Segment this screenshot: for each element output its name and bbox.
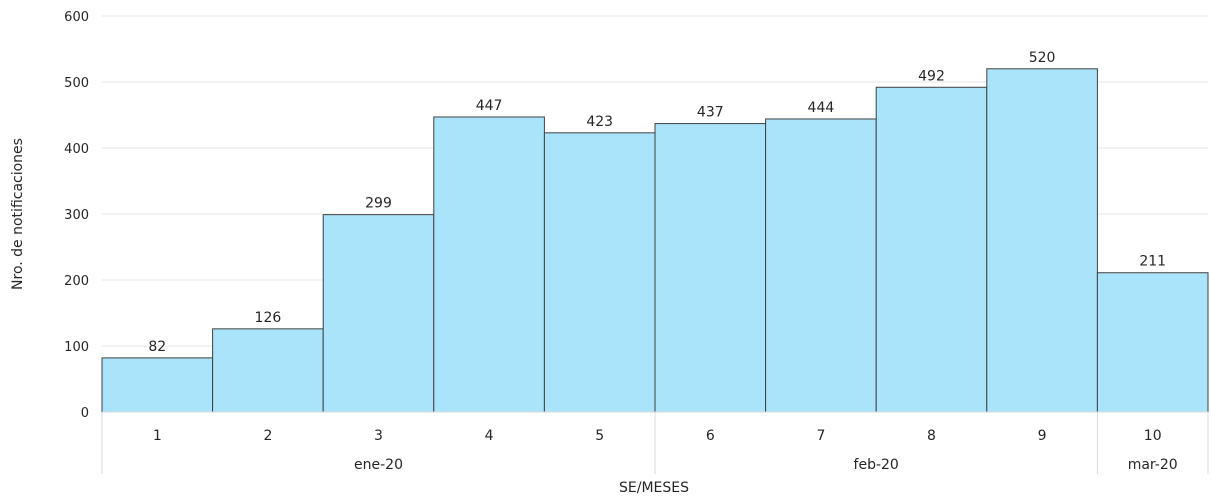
y-tick-label: 100 bbox=[64, 340, 89, 355]
y-axis: 0 100 200 300 400 500 600 bbox=[64, 10, 89, 421]
x-tick-label: 8 bbox=[927, 428, 936, 444]
y-tick-label: 300 bbox=[64, 208, 89, 223]
y-tick-label: 400 bbox=[64, 142, 89, 157]
x-tick-label: 3 bbox=[374, 428, 383, 444]
month-label: feb-20 bbox=[854, 457, 899, 473]
data-label: 423 bbox=[586, 114, 613, 130]
y-axis-title: Nro. de notificaciones bbox=[10, 138, 26, 290]
bar-9 bbox=[986, 68, 1098, 413]
bars bbox=[101, 68, 1209, 413]
x-tick-label: 1 bbox=[153, 428, 162, 444]
x-tick-label: 6 bbox=[706, 428, 715, 444]
data-label: 126 bbox=[255, 310, 282, 326]
x-tick-label: 9 bbox=[1038, 428, 1047, 444]
bar-8 bbox=[875, 86, 988, 413]
bar-4 bbox=[433, 116, 545, 413]
bar-5 bbox=[543, 132, 656, 413]
bar-2 bbox=[212, 328, 324, 413]
data-labels: 82 126 299 447 423 437 444 492 520 211 bbox=[148, 50, 1166, 355]
bar-6 bbox=[654, 123, 767, 413]
x-tick-label: 10 bbox=[1144, 428, 1162, 444]
bar-10 bbox=[1096, 272, 1209, 413]
x-axis: 1 2 3 4 5 6 7 8 9 10 ene-20 feb-20 mar-20 bbox=[101, 411, 1209, 474]
x-tick-label: 2 bbox=[263, 428, 272, 444]
month-label: ene-20 bbox=[354, 457, 403, 473]
y-tick-label: 200 bbox=[64, 274, 89, 289]
month-label: mar-20 bbox=[1128, 457, 1178, 473]
y-tick-label: 600 bbox=[64, 10, 89, 25]
bar-1 bbox=[101, 357, 214, 413]
x-axis-title: SE/MESES bbox=[619, 480, 689, 496]
x-tick-label: 4 bbox=[485, 428, 494, 444]
data-label: 211 bbox=[1139, 254, 1166, 270]
x-tick-label: 5 bbox=[595, 428, 604, 444]
data-label: 447 bbox=[476, 98, 503, 114]
data-label: 492 bbox=[918, 68, 945, 84]
x-tick-label: 7 bbox=[816, 428, 825, 444]
data-label: 444 bbox=[808, 100, 835, 116]
y-tick-label: 500 bbox=[64, 76, 89, 91]
bar-3 bbox=[322, 214, 435, 413]
data-label: 299 bbox=[365, 196, 392, 212]
data-label: 82 bbox=[148, 339, 166, 355]
data-label: 437 bbox=[697, 105, 724, 121]
y-tick-label: 0 bbox=[81, 406, 89, 421]
bar-7 bbox=[765, 118, 877, 413]
data-label: 520 bbox=[1029, 50, 1056, 66]
